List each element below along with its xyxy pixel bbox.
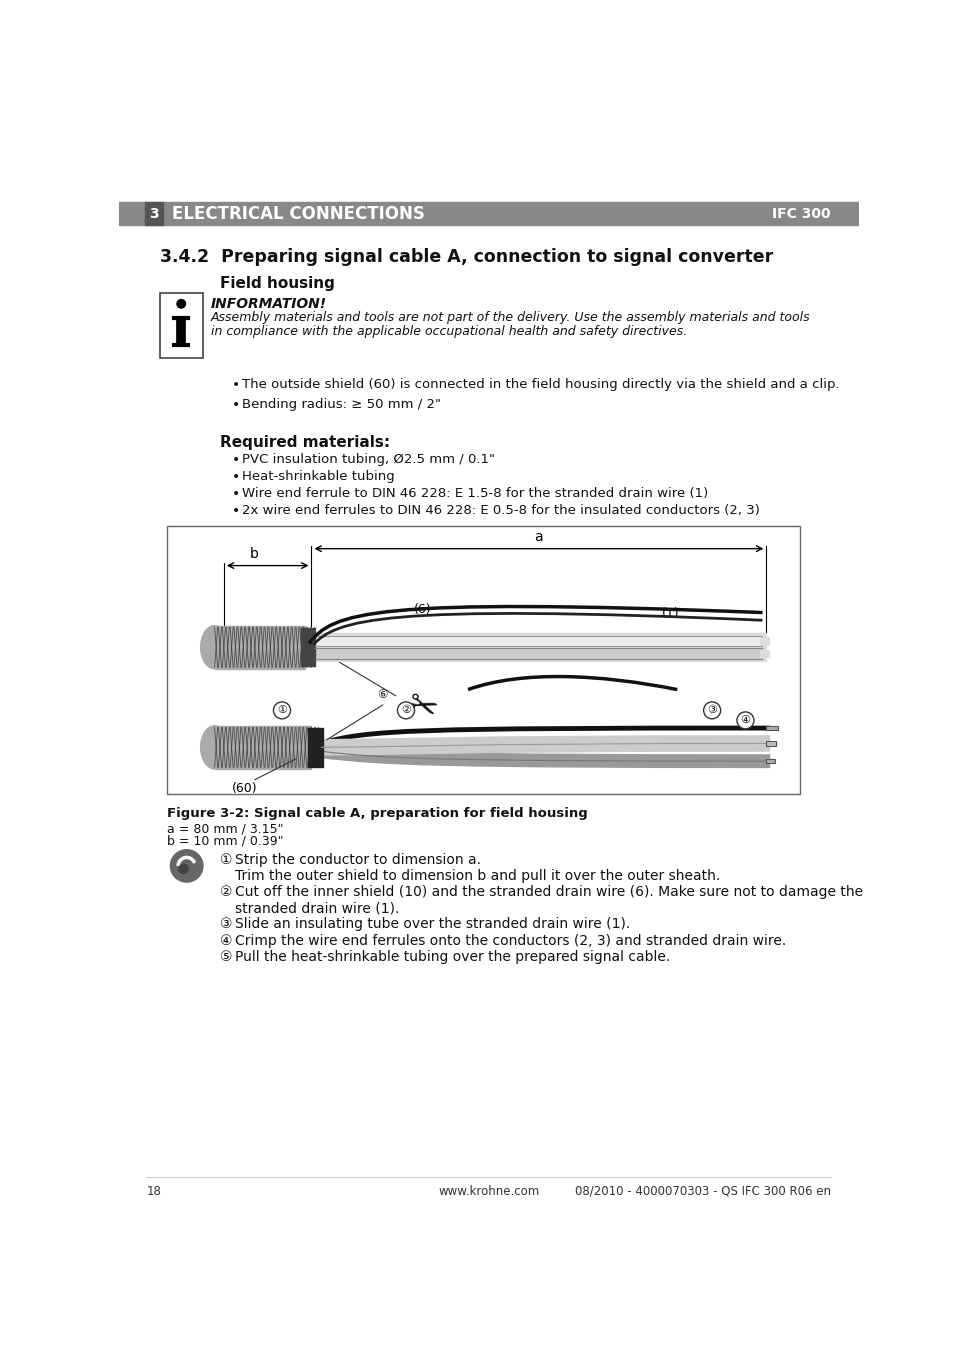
Text: b: b	[250, 547, 258, 561]
Text: ④: ④	[220, 934, 233, 947]
Circle shape	[736, 712, 753, 728]
Text: a: a	[534, 530, 542, 544]
Ellipse shape	[200, 626, 229, 669]
Bar	[765, 759, 774, 763]
Text: ①: ①	[220, 852, 233, 867]
Text: INFORMATION!: INFORMATION!	[211, 297, 327, 311]
Bar	[214, 626, 305, 669]
Text: The outside shield (60) is connected in the field housing directly via the shiel: The outside shield (60) is connected in …	[241, 378, 839, 390]
Text: •: •	[232, 453, 239, 467]
Text: 08/2010 - 4000070303 - QS IFC 300 R06 en: 08/2010 - 4000070303 - QS IFC 300 R06 en	[574, 1185, 830, 1198]
Text: Crimp the wire end ferrules onto the conductors (2, 3) and stranded drain wire.: Crimp the wire end ferrules onto the con…	[235, 934, 786, 947]
Text: ①: ①	[276, 705, 287, 716]
Text: ③: ③	[706, 705, 717, 716]
Circle shape	[171, 850, 203, 882]
Text: (6): (6)	[414, 603, 431, 616]
Text: in compliance with the applicable occupational health and safety directives.: in compliance with the applicable occupa…	[211, 326, 686, 338]
Text: ③: ③	[220, 917, 233, 931]
Circle shape	[177, 300, 185, 308]
Bar	[145, 203, 163, 226]
Text: •: •	[232, 470, 239, 484]
Text: Figure 3-2: Signal cable A, preparation for field housing: Figure 3-2: Signal cable A, preparation …	[167, 808, 587, 820]
Circle shape	[397, 703, 415, 719]
Bar	[159, 293, 203, 358]
Text: Heat-shrinkable tubing: Heat-shrinkable tubing	[241, 470, 394, 484]
Text: Pull the heat-shrinkable tubing over the prepared signal cable.: Pull the heat-shrinkable tubing over the…	[235, 950, 670, 963]
Text: ELECTRICAL CONNECTIONS: ELECTRICAL CONNECTIONS	[172, 205, 424, 223]
Bar	[315, 636, 761, 646]
Text: Trim the outer shield to dimension b and pull it over the outer sheath.: Trim the outer shield to dimension b and…	[235, 869, 720, 884]
Text: Assembly materials and tools are not part of the delivery. Use the assembly mate: Assembly materials and tools are not par…	[211, 312, 809, 324]
Text: •: •	[232, 378, 239, 392]
Circle shape	[274, 703, 291, 719]
Text: www.krohne.com: www.krohne.com	[437, 1185, 539, 1198]
Text: PVC insulation tubing, Ø2.5 mm / 0.1": PVC insulation tubing, Ø2.5 mm / 0.1"	[241, 453, 495, 466]
Text: Strip the conductor to dimension a.: Strip the conductor to dimension a.	[235, 852, 481, 867]
Text: ⑤: ⑤	[220, 950, 233, 963]
Text: ✂: ✂	[401, 688, 441, 730]
Bar	[760, 650, 769, 657]
Text: ⑥: ⑥	[377, 688, 388, 701]
Bar	[315, 648, 761, 659]
Text: (60): (60)	[232, 782, 257, 794]
Circle shape	[703, 703, 720, 719]
Bar	[765, 742, 776, 746]
Circle shape	[179, 865, 188, 874]
Bar	[311, 634, 765, 661]
Text: •: •	[232, 504, 239, 517]
Text: 3.4.2  Preparing signal cable A, connection to signal converter: 3.4.2 Preparing signal cable A, connecti…	[159, 249, 772, 266]
Text: Field housing: Field housing	[220, 276, 335, 290]
Text: 2x wire end ferrules to DIN 46 228: E 0.5-8 for the insulated conductors (2, 3): 2x wire end ferrules to DIN 46 228: E 0.…	[241, 504, 759, 517]
Text: IFC 300: IFC 300	[771, 207, 830, 220]
Text: (1): (1)	[661, 607, 679, 620]
Text: ②: ②	[400, 705, 411, 716]
Bar	[760, 638, 769, 644]
Text: Bending radius: ≥ 50 mm / 2": Bending radius: ≥ 50 mm / 2"	[241, 397, 440, 411]
Text: Slide an insulating tube over the stranded drain wire (1).: Slide an insulating tube over the strand…	[235, 917, 630, 931]
Bar	[214, 725, 311, 769]
Text: Wire end ferrule to DIN 46 228: E 1.5-8 for the stranded drain wire (1): Wire end ferrule to DIN 46 228: E 1.5-8 …	[241, 488, 707, 500]
Text: ④: ④	[740, 716, 750, 725]
Bar	[301, 628, 315, 666]
Text: 3: 3	[150, 207, 159, 220]
Text: •: •	[232, 397, 239, 412]
Text: •: •	[232, 488, 239, 501]
Text: ②: ②	[220, 885, 233, 900]
Bar	[765, 725, 778, 731]
Bar	[119, 203, 858, 226]
Ellipse shape	[200, 725, 229, 769]
Text: 18: 18	[146, 1185, 161, 1198]
Bar	[167, 526, 799, 793]
Text: b = 10 mm / 0.39": b = 10 mm / 0.39"	[167, 835, 283, 847]
Text: stranded drain wire (1).: stranded drain wire (1).	[235, 901, 399, 916]
Text: Cut off the inner shield (10) and the stranded drain wire (6). Make sure not to : Cut off the inner shield (10) and the st…	[235, 885, 862, 900]
Text: a = 80 mm / 3.15": a = 80 mm / 3.15"	[167, 823, 283, 836]
Text: Required materials:: Required materials:	[220, 435, 390, 450]
Bar	[307, 728, 323, 766]
